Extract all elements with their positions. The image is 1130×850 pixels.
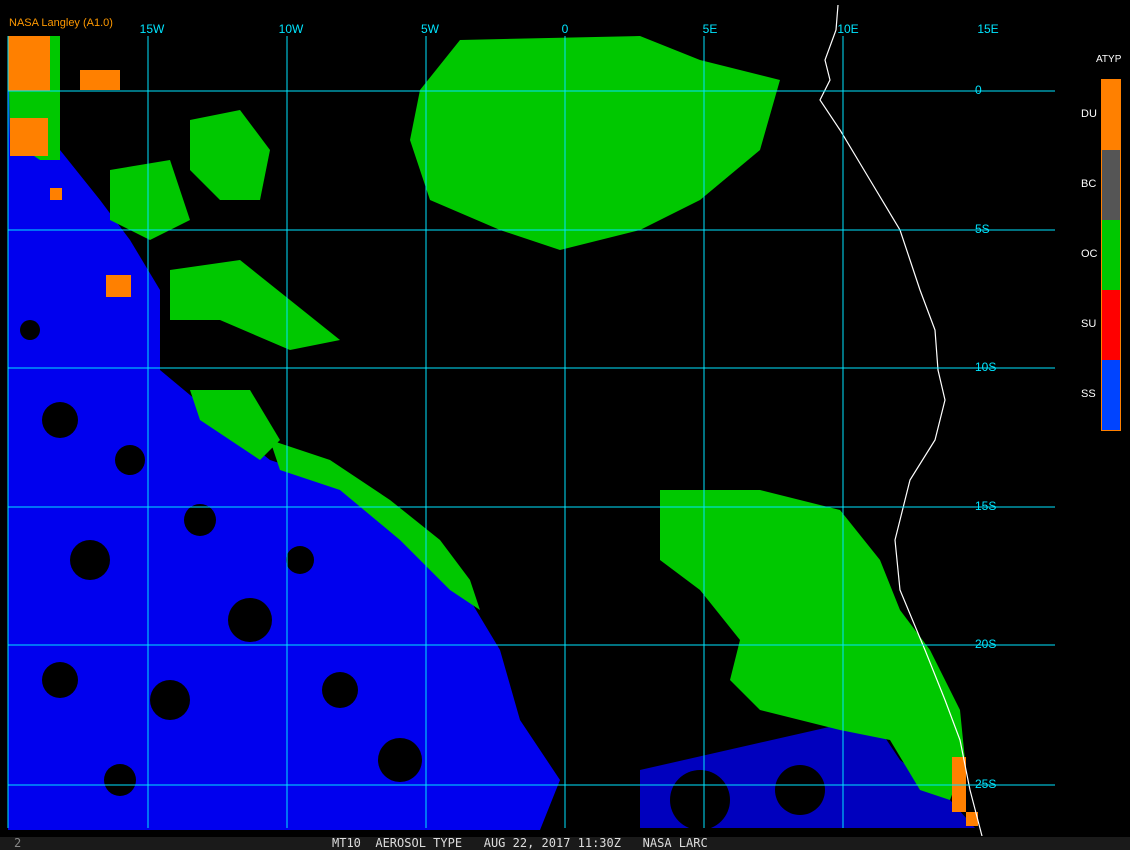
legend-swatch-bc [1102, 150, 1120, 220]
lon-label: 10E [837, 22, 859, 36]
legend-label: DU [1081, 108, 1097, 120]
footer-caption: MT10 AEROSOL TYPE AUG 22, 2017 11:30Z NA… [332, 836, 708, 850]
legend-colorbar [1101, 79, 1121, 431]
footer-bar: 2 MT10 AEROSOL TYPE AUG 22, 2017 11:30Z … [0, 836, 1130, 850]
map-title: NASA Langley (A1.0) [9, 17, 113, 29]
lat-label: 5S [975, 222, 990, 236]
lon-label: 5E [702, 22, 718, 36]
legend-title: ATYP [1096, 54, 1122, 65]
legend-label: OC [1081, 248, 1098, 260]
coastline [819, 4, 983, 836]
lon-label: 0 [561, 22, 569, 36]
lat-label: 25S [975, 777, 997, 791]
legend-swatch-su [1102, 290, 1120, 360]
legend-label: SU [1081, 318, 1097, 330]
lon-label: 15W [139, 22, 165, 36]
lat-label: 20S [975, 637, 997, 651]
lat-label: 0 [975, 83, 982, 97]
lon-label: 15E [977, 22, 999, 36]
dust-region [8, 36, 978, 826]
lon-label: 10W [278, 22, 304, 36]
legend-swatch-du [1102, 80, 1120, 150]
lon-label: 5W [421, 22, 439, 36]
legend-swatch-oc [1102, 220, 1120, 290]
lat-label: 10S [975, 360, 997, 374]
legend-label: SS [1081, 388, 1096, 400]
graticule [7, 36, 1055, 828]
lat-label: 15S [975, 499, 997, 513]
frame-number: 2 [14, 836, 22, 850]
legend-label: BC [1081, 178, 1097, 190]
legend-swatch-ss [1102, 360, 1120, 430]
